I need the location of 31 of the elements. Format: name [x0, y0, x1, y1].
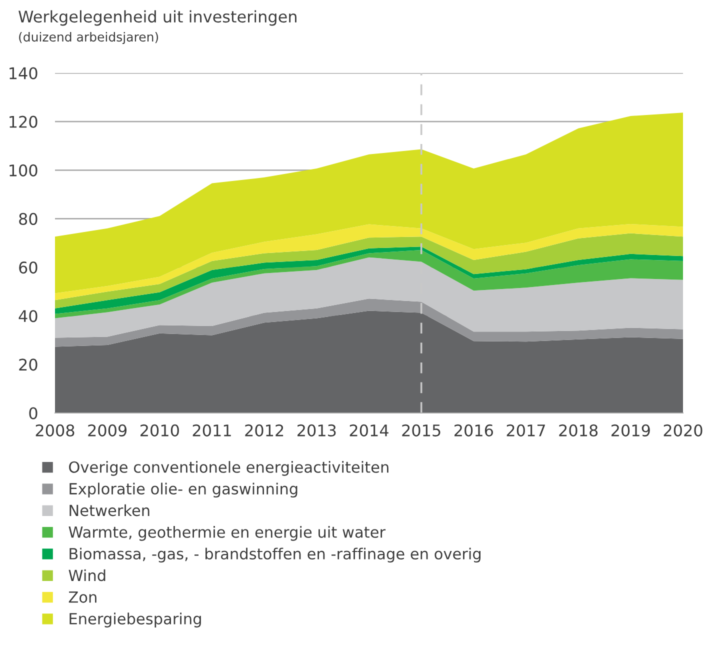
y-tick-label: 20 — [19, 358, 38, 371]
legend-label: Energiebesparing — [70, 612, 201, 628]
x-tick-label: 2014 — [350, 424, 388, 436]
x-tick-label: 2019 — [612, 424, 650, 436]
legend-label: Warmte, geothermie en energie uit water — [68, 526, 386, 541]
legend-label: Exploratie olie- en gaswinning — [70, 482, 298, 498]
y-tick-label: 140 — [10, 67, 38, 80]
x-tick-label: 2009 — [88, 424, 127, 436]
legend-label: Zon — [68, 591, 96, 603]
legend-label: Wind — [68, 569, 106, 582]
y-tick-label: 40 — [18, 310, 38, 322]
y-tick-label: 120 — [10, 116, 38, 128]
x-tick-label: 2010 — [140, 424, 179, 436]
x-tick-label: 2017 — [506, 424, 545, 436]
y-tick-label: 80 — [19, 212, 38, 226]
x-tick-label: 2020 — [664, 424, 702, 436]
y-tick-label: 60 — [19, 262, 38, 274]
legend-label: Netwerken — [70, 504, 150, 516]
legend-label: Biomassa, -gas, - brandstoffen en -raffinage en overig — [70, 548, 480, 562]
x-tick-label: 2012 — [245, 424, 284, 436]
x-tick-label: 2018 — [559, 424, 598, 436]
y-tick-label: 0 — [29, 407, 38, 420]
legend-label: Overige conventionele energieactiviteiten — [69, 461, 388, 476]
x-tick-label: 2011 — [192, 424, 231, 436]
chart-title: Werkgelegenheid uit investeringen — [18, 10, 296, 26]
x-tick-label: 2013 — [298, 424, 336, 436]
x-tick-label: 2008 — [36, 424, 74, 436]
x-tick-label: 2015 — [402, 424, 440, 436]
chart-subtitle: (duizend arbeidsjaren) — [19, 32, 158, 44]
x-tick-label: 2016 — [454, 424, 493, 436]
y-tick-label: 100 — [10, 164, 38, 176]
